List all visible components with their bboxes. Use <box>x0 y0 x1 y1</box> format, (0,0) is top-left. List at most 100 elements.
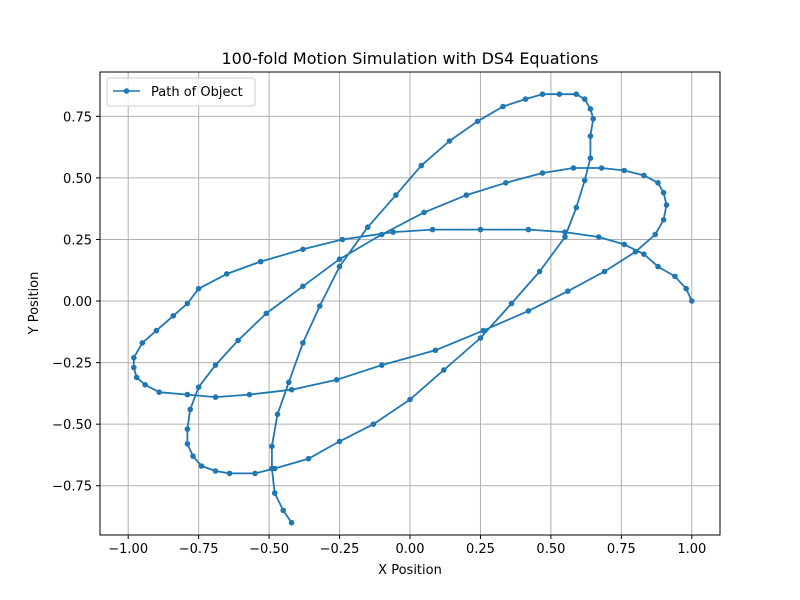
data-point <box>393 192 399 198</box>
data-point <box>184 300 191 307</box>
legend-label: Path of Object <box>151 85 243 100</box>
data-point <box>463 192 470 198</box>
data-point <box>139 340 146 346</box>
data-point <box>288 519 295 526</box>
data-point <box>305 455 312 462</box>
data-point <box>663 202 670 208</box>
data-point <box>317 303 323 309</box>
ticks: −1.00 −0.75 −0.50 −0.25 0.00 0.25 0.50 0.75 1.00… <box>52 110 706 557</box>
data-point <box>562 229 568 235</box>
data-point <box>621 241 627 248</box>
data-point <box>336 256 343 263</box>
data-point <box>269 443 275 450</box>
data-point <box>590 116 596 122</box>
data-point <box>184 391 191 398</box>
data-point <box>390 229 396 235</box>
data-point <box>660 217 667 223</box>
x-tick-label: −0.50 <box>249 542 289 557</box>
data-point <box>336 263 343 270</box>
data-point <box>429 226 436 233</box>
data-point <box>421 209 427 216</box>
data-point <box>503 180 509 186</box>
y-tick-label: 0.25 <box>63 233 92 248</box>
data-point <box>288 386 295 393</box>
y-axis-label: Y Position <box>27 272 42 336</box>
x-tick-label: 0.75 <box>607 542 636 557</box>
data-point <box>536 268 543 275</box>
data-point <box>581 96 588 102</box>
data-point <box>269 465 275 472</box>
data-point <box>587 133 594 139</box>
data-point <box>257 258 264 265</box>
data-point <box>601 268 608 275</box>
x-tick-label: −1.00 <box>108 542 148 557</box>
data-point <box>652 231 658 238</box>
data-point <box>336 438 343 445</box>
data-point <box>432 347 439 354</box>
data-point <box>477 335 484 341</box>
data-point <box>280 507 287 514</box>
data-point <box>474 118 481 125</box>
data-point <box>587 155 594 161</box>
data-point <box>274 411 281 418</box>
data-point <box>133 374 140 381</box>
data-point <box>333 377 340 383</box>
data-point <box>562 234 568 240</box>
data-point <box>525 226 532 233</box>
data-point <box>570 165 577 171</box>
x-axis-label: X Position <box>378 563 442 578</box>
plot-frame <box>99 71 721 536</box>
data-point <box>212 468 219 474</box>
data-point <box>418 162 425 169</box>
data-point <box>184 426 191 432</box>
x-tick-label: 1.00 <box>677 542 706 557</box>
data-point <box>446 138 453 144</box>
data-point <box>246 391 253 398</box>
legend: Path of Object <box>106 77 256 107</box>
data-point <box>364 224 371 230</box>
data-point <box>300 246 306 253</box>
y-tick-label: 0.50 <box>63 172 92 187</box>
data-point <box>286 379 292 386</box>
data-point <box>407 396 413 403</box>
series-layer <box>131 91 695 526</box>
data-point <box>556 91 563 97</box>
data-point <box>565 288 571 295</box>
data-point <box>131 354 137 361</box>
y-tick-label: 0.75 <box>63 110 92 125</box>
data-point <box>539 170 546 176</box>
data-point <box>441 367 447 373</box>
data-point <box>587 106 594 112</box>
data-point <box>235 337 241 344</box>
data-point <box>187 406 193 413</box>
data-point <box>184 441 191 447</box>
data-point <box>252 470 258 477</box>
data-point <box>508 300 515 307</box>
y-tick-label: 0.00 <box>63 295 92 310</box>
data-point <box>596 234 602 240</box>
data-point <box>655 180 661 186</box>
data-point <box>689 298 695 304</box>
legend-box <box>106 77 256 107</box>
data-point <box>195 384 202 391</box>
data-point <box>660 189 667 196</box>
data-point <box>598 165 605 171</box>
data-point <box>641 251 647 257</box>
y-tick-label: −0.25 <box>52 357 92 372</box>
data-point <box>379 362 385 368</box>
x-tick-label: 0.50 <box>536 542 565 557</box>
data-point <box>525 308 532 314</box>
y-tick-label: −0.50 <box>52 418 92 433</box>
data-point <box>573 91 580 97</box>
chart-title: 100-fold Motion Simulation with DS4 Equa… <box>221 49 598 68</box>
data-point <box>573 204 580 211</box>
data-point <box>300 340 306 346</box>
data-point <box>641 172 647 179</box>
data-point <box>522 96 529 102</box>
data-point <box>477 226 484 233</box>
x-tick-label: −0.75 <box>179 542 219 557</box>
data-point <box>271 490 278 496</box>
data-point <box>212 394 219 400</box>
data-point <box>153 327 160 334</box>
